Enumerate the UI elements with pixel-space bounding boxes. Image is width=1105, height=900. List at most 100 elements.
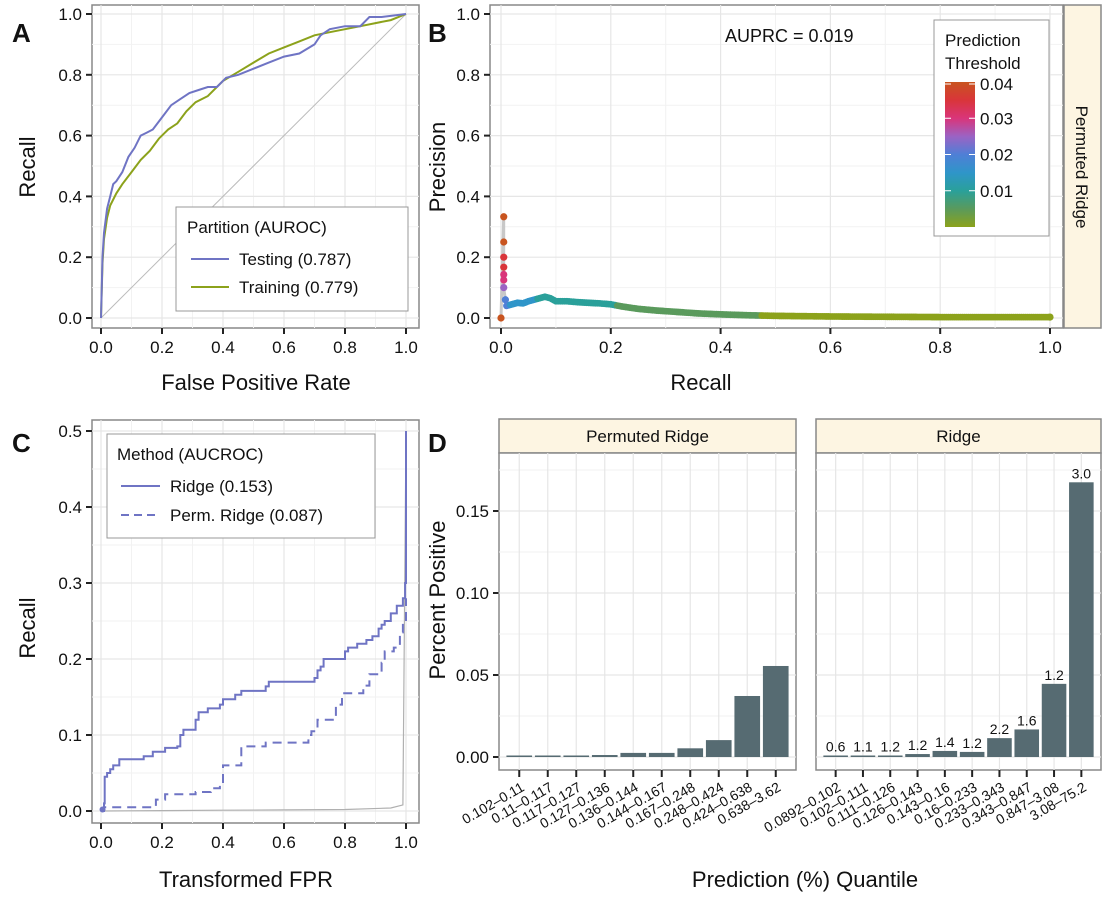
bar-data-label: 1.2 <box>1044 667 1064 683</box>
panel-c-x-tick-label: 0.2 <box>150 833 174 852</box>
bar <box>591 755 618 757</box>
panel-b-x-label: Recall <box>670 370 731 395</box>
panel-d-y-tick-label: 0.10 <box>456 584 489 603</box>
panel-a: A 0.0 0.2 0.4 0.6 0.8 1.0 0.0 0.2 0.4 0.6 0.8 1.0 F… <box>12 4 420 395</box>
panel-c-x-tick-label: 1.0 <box>394 833 418 852</box>
pr-point <box>1046 313 1054 321</box>
panel-d-x-label: Prediction (%) Quantile <box>692 867 918 892</box>
panel-c-y-tick-label: 0.3 <box>58 574 82 593</box>
panel-c-lines <box>99 430 407 813</box>
panel-c-y-tick-label: 0.2 <box>58 650 82 669</box>
panel-c-y-tick-label: 0.1 <box>58 726 82 745</box>
bar <box>1069 482 1094 757</box>
roc-line-training <box>100 13 407 319</box>
bar <box>877 755 903 757</box>
colorbar-tick-label: 0.01 <box>980 182 1013 201</box>
bar <box>1041 683 1067 757</box>
panel-b-facet-label: Permuted Ridge <box>1072 106 1091 229</box>
panel-c-legend: Method (AUCROC) Ridge (0.153) Perm. Ridg… <box>106 433 376 539</box>
panel-b-y-tick-label: 0.4 <box>456 187 480 206</box>
pr-point <box>500 238 508 246</box>
pr-point <box>500 276 508 284</box>
ridge-curve <box>101 431 407 812</box>
panel-b-facet-strip <box>1063 4 1102 329</box>
legend-title-line2: Threshold <box>945 54 1021 73</box>
panel-b-x-tick-label: 0.0 <box>489 338 513 357</box>
legend-label-ridge: Ridge (0.153) <box>170 477 273 496</box>
panel-b-y-label: Precision <box>425 122 450 212</box>
panel-b-points <box>497 213 1054 322</box>
panel-c-x-tick-label: 0.8 <box>333 833 357 852</box>
panel-b-legend: Prediction Threshold 0.04 0.03 0.02 0.01 <box>933 19 1050 237</box>
bar <box>1014 729 1040 757</box>
bar <box>987 738 1012 757</box>
pr-point <box>500 253 508 261</box>
panel-a-x-tick-label: 0.4 <box>211 338 235 357</box>
panel-c-x-tick-label: 0.4 <box>211 833 235 852</box>
bar-data-label: 1.2 <box>908 737 928 753</box>
panel-d-y-label: Percent Positive <box>425 521 450 680</box>
panel-c: C 0.0 0.2 0.4 0.6 0.8 1.0 0.0 0.1 0.2 0.3 0.4 0.5 T… <box>12 419 420 892</box>
legend-label-testing: Testing (0.787) <box>239 250 351 269</box>
panel-a-x-label: False Positive Rate <box>161 370 351 395</box>
panel-b-x-tick-label: 0.4 <box>709 338 733 357</box>
colorbar-tick-label: 0.04 <box>980 75 1013 94</box>
colorbar-tick-label: 0.02 <box>980 146 1013 165</box>
panel-d-y-tick-label: 0.15 <box>456 502 489 521</box>
panel-a-x-tick-label: 0.6 <box>272 338 296 357</box>
panel-c-x-label: Transformed FPR <box>159 867 333 892</box>
panel-b-y-tick-label: 0.8 <box>456 66 480 85</box>
facet-ridge-strip <box>815 418 1102 454</box>
panel-c-ticks: 0.0 0.2 0.4 0.6 0.8 1.0 0.0 0.1 0.2 0.3 0.4 0.5 <box>58 422 417 852</box>
bar <box>677 748 704 757</box>
bar <box>932 750 958 757</box>
diagonal-reference-line <box>100 13 407 319</box>
bar-data-label: 2.2 <box>990 721 1010 737</box>
panel-a-ticks: 0.0 0.2 0.4 0.6 0.8 1.0 0.0 0.2 0.4 0.6 0.8 1.0 <box>58 5 417 357</box>
panel-b-x-tick-label: 0.2 <box>599 338 623 357</box>
pr-point <box>497 314 505 322</box>
panel-a-y-tick-label: 0.2 <box>58 248 82 267</box>
panel-a-lines <box>100 13 407 319</box>
panel-b-label: B <box>428 18 447 48</box>
panel-a-y-tick-label: 1.0 <box>58 5 82 24</box>
bar-data-label: 1.1 <box>853 739 873 755</box>
panel-b-ticks: 0.0 0.2 0.4 0.6 0.8 1.0 0.0 0.2 0.4 0.6 0.8 1.0 <box>456 5 1061 357</box>
colorbar-tick-label: 0.03 <box>980 109 1013 128</box>
panel-d-y-tick-label: 0.00 <box>456 748 489 767</box>
bar <box>705 740 732 757</box>
bar <box>563 755 590 757</box>
panel-b-x-tick-label: 0.8 <box>928 338 952 357</box>
panel-c-x-tick-label: 0.0 <box>89 833 113 852</box>
bar <box>959 751 985 757</box>
bar-data-label: 1.6 <box>1017 712 1037 728</box>
bar <box>850 755 876 757</box>
legend-label-perm-ridge: Perm. Ridge (0.087) <box>170 506 323 525</box>
bar-data-label: 3.0 <box>1072 465 1092 481</box>
panel-a-x-tick-label: 0.8 <box>333 338 357 357</box>
bar <box>905 754 930 757</box>
panel-c-x-tick-label: 0.6 <box>272 833 296 852</box>
panel-b-x-tick-label: 0.6 <box>819 338 843 357</box>
pr-point <box>500 284 508 292</box>
ridge-start-point <box>99 806 106 813</box>
panel-d-label: D <box>428 428 447 458</box>
panel-a-x-tick-label: 0.0 <box>89 338 113 357</box>
panel-b-y-tick-label: 0.0 <box>456 309 480 328</box>
facet-permuted-ridge-strip-label: Permuted Ridge <box>586 427 709 446</box>
panel-a-x-tick-label: 0.2 <box>150 338 174 357</box>
bar <box>620 752 647 757</box>
legend-title-line1: Prediction <box>945 31 1021 50</box>
panel-a-y-tick-label: 0.0 <box>58 309 82 328</box>
bar-data-label: 1.2 <box>962 735 982 751</box>
bar <box>823 755 848 757</box>
pr-point <box>501 296 509 304</box>
panel-c-y-tick-label: 0.4 <box>58 498 82 517</box>
panel-a-x-tick-label: 1.0 <box>394 338 418 357</box>
panel-c-y-tick-label: 0.5 <box>58 422 82 441</box>
panel-b: B 0.0 0.2 0.4 0.6 0.8 1.0 0.0 0.2 0.4 0.6 0.8 1.0 P… <box>425 4 1102 395</box>
roc-line-testing <box>100 13 407 319</box>
legend-label-training: Training (0.779) <box>239 278 358 297</box>
